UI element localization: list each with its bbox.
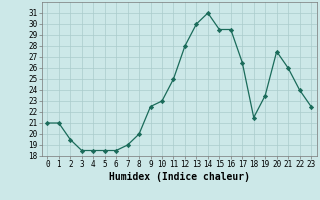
X-axis label: Humidex (Indice chaleur): Humidex (Indice chaleur) <box>109 172 250 182</box>
